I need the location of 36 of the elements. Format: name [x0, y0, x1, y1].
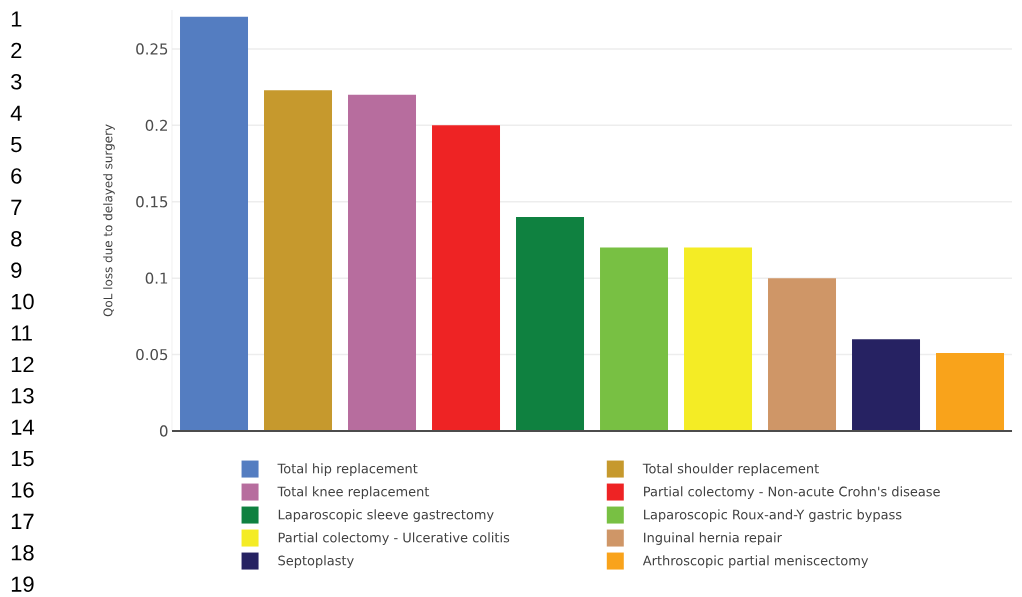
text: 8 — [11, 231, 22, 247]
legend-label: Partial colectomy - Ulcerative colitis — [278, 532, 510, 545]
legend-label: Septoplasty — [278, 555, 354, 568]
text: 18 — [11, 545, 34, 561]
legend-label: Laparoscopic sleeve gastrectomy — [278, 509, 494, 522]
text: 15 — [11, 450, 34, 467]
legend-label: Total shoulder replacement — [642, 463, 819, 476]
text: 7 — [11, 199, 22, 215]
y-tick-label: 0.2 — [145, 119, 167, 132]
y-tick-label: 0.25 — [136, 43, 168, 55]
y-tick-label: 0.15 — [136, 196, 168, 208]
text: 9 — [11, 262, 22, 278]
text: 4 — [10, 105, 22, 121]
text: 12 — [11, 356, 34, 373]
text: 1 — [11, 11, 22, 27]
text: 3 — [11, 74, 22, 90]
y-tick-label: 0.1 — [145, 272, 168, 284]
legend-label: Total hip replacement — [277, 463, 418, 476]
legend-label: Laparoscopic Roux-and-Y gastric bypass — [644, 509, 902, 522]
legend-label: Partial colectomy - Non-acute Crohn's disease — [644, 486, 940, 499]
text: 17 — [11, 513, 34, 529]
y-axis-title: QoL loss due to delayed surgery — [103, 124, 115, 317]
legend-label: Total knee replacement — [277, 486, 430, 499]
text: 6 — [11, 168, 22, 184]
text: 11 — [11, 325, 32, 341]
text: 19 — [11, 576, 34, 592]
text: 2 — [11, 42, 22, 59]
legend-label: Inguinal hernia repair — [644, 532, 782, 545]
text: 5 — [11, 136, 22, 153]
y-tick-label: 0 — [159, 425, 168, 437]
text: 13 — [11, 388, 34, 404]
legend-label: Arthroscopic partial meniscectomy — [642, 555, 869, 568]
text: 16 — [11, 482, 34, 498]
text: 14 — [11, 419, 34, 435]
text: 10 — [11, 293, 34, 310]
y-tick-label: 0.05 — [136, 348, 168, 361]
